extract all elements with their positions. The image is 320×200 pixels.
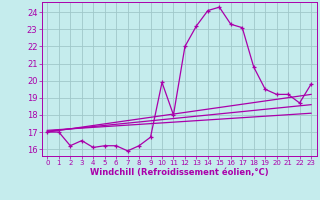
X-axis label: Windchill (Refroidissement éolien,°C): Windchill (Refroidissement éolien,°C) (90, 168, 268, 177)
